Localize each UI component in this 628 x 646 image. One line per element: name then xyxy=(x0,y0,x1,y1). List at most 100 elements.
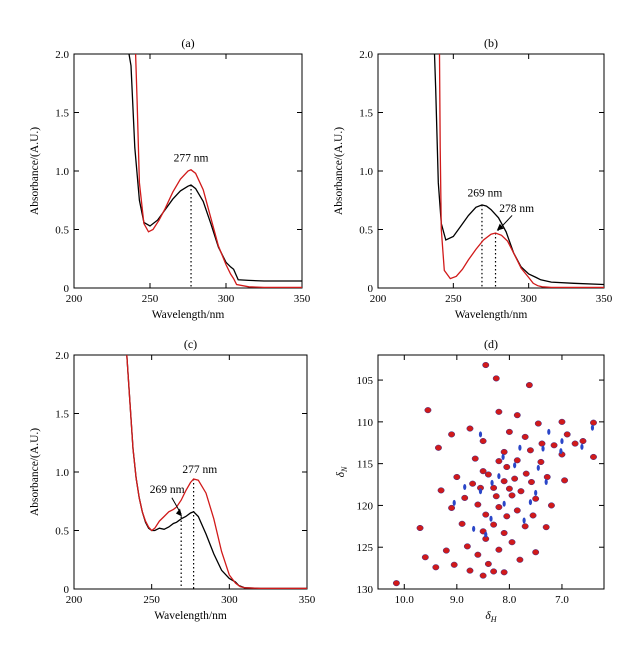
peak-red xyxy=(534,420,542,427)
peak-red xyxy=(561,477,569,484)
x-axis-label: Wavelength/nm xyxy=(154,610,227,622)
peak-annotation: 277 nm xyxy=(174,153,209,165)
x-tick-label: 300 xyxy=(520,293,537,305)
peak-red xyxy=(522,470,530,477)
arrow-head xyxy=(175,508,182,517)
peak-red xyxy=(469,480,477,487)
peak-red xyxy=(392,580,400,587)
x-tick-label: 300 xyxy=(218,293,235,305)
peak-red xyxy=(450,561,458,568)
y-tick-label: 1.0 xyxy=(359,166,373,178)
y-tick-label: 1.0 xyxy=(55,166,69,178)
panel-b: (b) 200 250 300 350 0 0.5 1.0 1.5 2.0 Wavelength/n… xyxy=(333,36,613,321)
peak-red xyxy=(474,551,482,558)
peak-red xyxy=(516,556,524,563)
peak-red xyxy=(448,431,456,438)
peak-blue xyxy=(536,464,540,471)
x-tick-label: 350 xyxy=(294,293,311,305)
peak-red xyxy=(421,554,429,561)
x-tick-label: 10.0 xyxy=(395,594,415,606)
peak-blue xyxy=(489,515,493,522)
peak-red xyxy=(437,487,445,494)
x-axis-label: Wavelength/nm xyxy=(455,309,528,321)
peak-red xyxy=(458,520,466,527)
peak-red xyxy=(563,431,571,438)
x-tick-label: 9.0 xyxy=(450,594,464,606)
peak-red xyxy=(500,478,508,485)
peak-red xyxy=(505,428,513,435)
peak-red xyxy=(495,546,503,553)
peak-red xyxy=(517,488,525,495)
peak-red xyxy=(508,539,516,546)
peak-blue xyxy=(560,438,564,445)
peak-red xyxy=(590,453,597,461)
panel-c: (c) 200 250 300 350 0 0.5 1.0 1.5 2.0 Wavelength/n… xyxy=(29,337,316,622)
peak-red xyxy=(442,547,450,554)
peak-red xyxy=(490,484,498,491)
peak-red xyxy=(513,507,521,514)
peak-blue xyxy=(463,484,467,491)
peak-blue xyxy=(513,462,517,469)
y-tick-label: 2.0 xyxy=(55,350,69,362)
peak-red xyxy=(503,513,511,520)
peak-blue xyxy=(501,453,505,460)
peak-red xyxy=(525,382,533,389)
peak-blue xyxy=(518,444,522,451)
y-tick-label: 2.0 xyxy=(55,49,69,61)
y-axis-label: Absorbance/(A.U.) xyxy=(29,428,41,516)
x-tick-label: 350 xyxy=(299,594,316,606)
peak-red xyxy=(500,448,508,455)
peak-blue xyxy=(478,488,483,495)
peak-red xyxy=(543,473,551,481)
peak-blue xyxy=(534,489,538,496)
peak-red xyxy=(500,569,508,576)
peak-blue xyxy=(541,445,545,452)
peak-blue xyxy=(522,517,526,524)
panel-a: (a) 200 250 300 350 0 0.5 1.0 1.5 2.0 Wavelength/n… xyxy=(29,36,311,321)
peak-red xyxy=(495,504,503,511)
peak-red xyxy=(479,572,487,579)
peak-blue xyxy=(484,531,488,538)
peak-red xyxy=(484,560,492,567)
y-tick-label: 1.5 xyxy=(55,409,69,421)
peak-red xyxy=(538,440,546,447)
y-axis-label: Absorbance/(A.U.) xyxy=(29,127,41,215)
peak-red xyxy=(461,494,469,501)
peak-blue xyxy=(478,431,483,438)
y-tick-label: 0.5 xyxy=(359,225,373,237)
y-tick-label: 0 xyxy=(64,584,70,596)
y-axis-label-sub: N xyxy=(340,466,349,473)
peak-red xyxy=(495,408,503,415)
arrow-head xyxy=(496,223,504,231)
peak-blue xyxy=(502,500,506,507)
peak-red xyxy=(482,511,490,518)
peak-red xyxy=(479,468,487,475)
peak-red xyxy=(463,543,471,550)
peak-annotation: 278 nm xyxy=(499,203,534,215)
peak-blue xyxy=(452,499,456,506)
y-tick-label: 125 xyxy=(357,542,374,554)
x-tick-label: 200 xyxy=(66,594,83,606)
peak-blue xyxy=(580,443,584,450)
peak-red xyxy=(495,458,503,465)
peak-red xyxy=(542,524,550,531)
y-tick-label: 130 xyxy=(357,584,374,596)
x-tick-label: 200 xyxy=(66,293,83,305)
plot-frame xyxy=(377,53,605,289)
y-tick-label: 1.5 xyxy=(359,108,373,120)
peak-red xyxy=(492,493,500,500)
x-tick-label: 250 xyxy=(445,293,462,305)
peak-red xyxy=(590,419,597,426)
peak-red xyxy=(511,475,519,482)
x-axis-label-main: δ xyxy=(485,610,491,622)
y-axis-label: Absorbance/(A.U.) xyxy=(333,127,345,215)
peak-red xyxy=(471,455,479,462)
plot-frame xyxy=(377,354,605,590)
peak-red xyxy=(482,361,490,369)
peak-red xyxy=(528,478,535,486)
peak-blue xyxy=(528,499,533,506)
peak-annotation: 269 nm xyxy=(468,188,503,200)
y-tick-label: 115 xyxy=(357,459,374,471)
